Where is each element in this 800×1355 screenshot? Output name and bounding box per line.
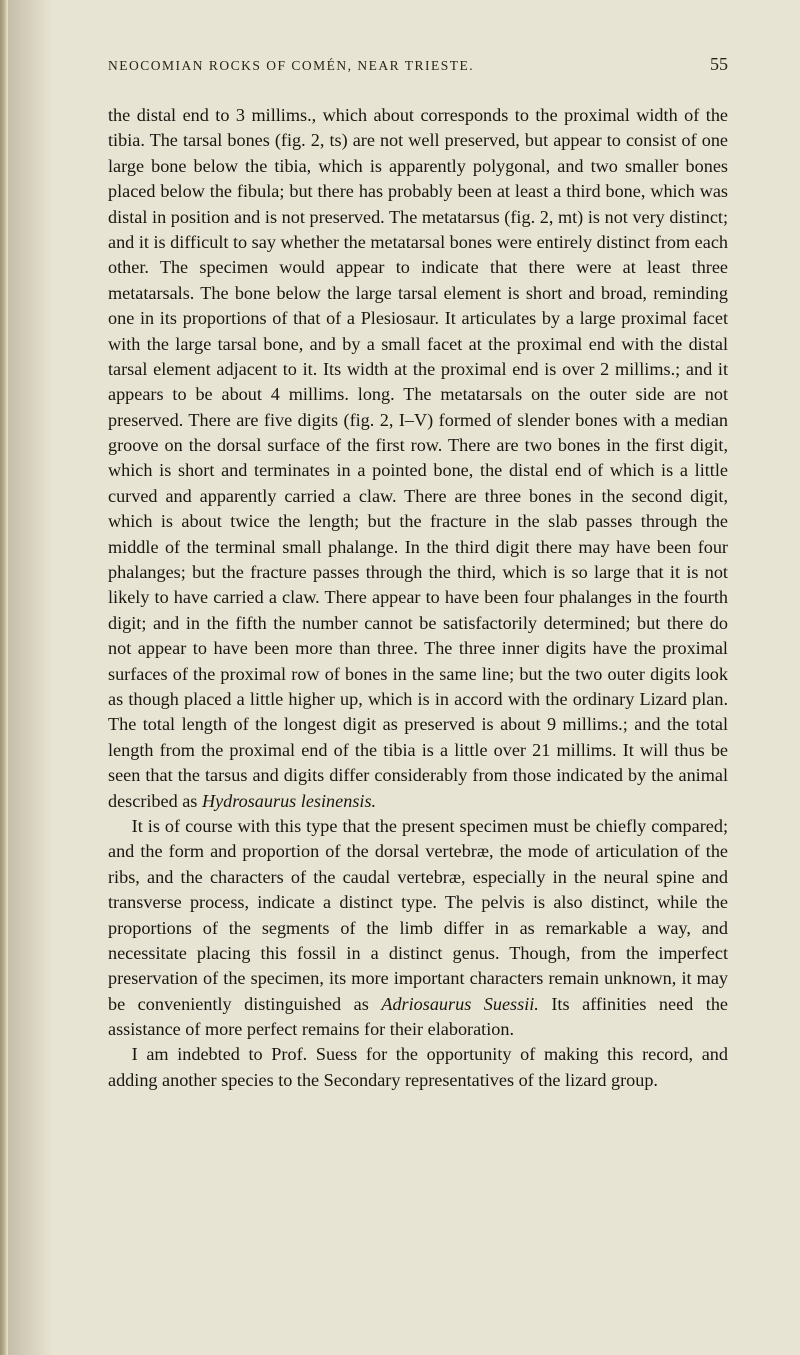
paragraph-2: It is of course with this type that the … [108, 814, 728, 1043]
p2-text: It is of course with this type that the … [108, 816, 728, 1014]
body-text: the distal end to 3 millims., which abou… [108, 103, 728, 1093]
p1-italic-species: Hydrosaurus lesinensis. [202, 791, 376, 811]
paragraph-1: the distal end to 3 millims., which abou… [108, 103, 728, 814]
page-binding-shadow [8, 0, 53, 1355]
page-content: NEOCOMIAN ROCKS OF COMÉN, NEAR TRIESTE. … [0, 0, 800, 1153]
page-number: 55 [710, 54, 728, 75]
running-header: NEOCOMIAN ROCKS OF COMÉN, NEAR TRIESTE. … [108, 54, 728, 75]
paragraph-3: I am indebted to Prof. Suess for the opp… [108, 1042, 728, 1093]
header-title: NEOCOMIAN ROCKS OF COMÉN, NEAR TRIESTE. [108, 58, 474, 74]
p2-italic-species: Adriosaurus Suessii. [381, 994, 539, 1014]
p1-text: the distal end to 3 millims., which abou… [108, 105, 728, 811]
page-binding-edge [0, 0, 8, 1355]
